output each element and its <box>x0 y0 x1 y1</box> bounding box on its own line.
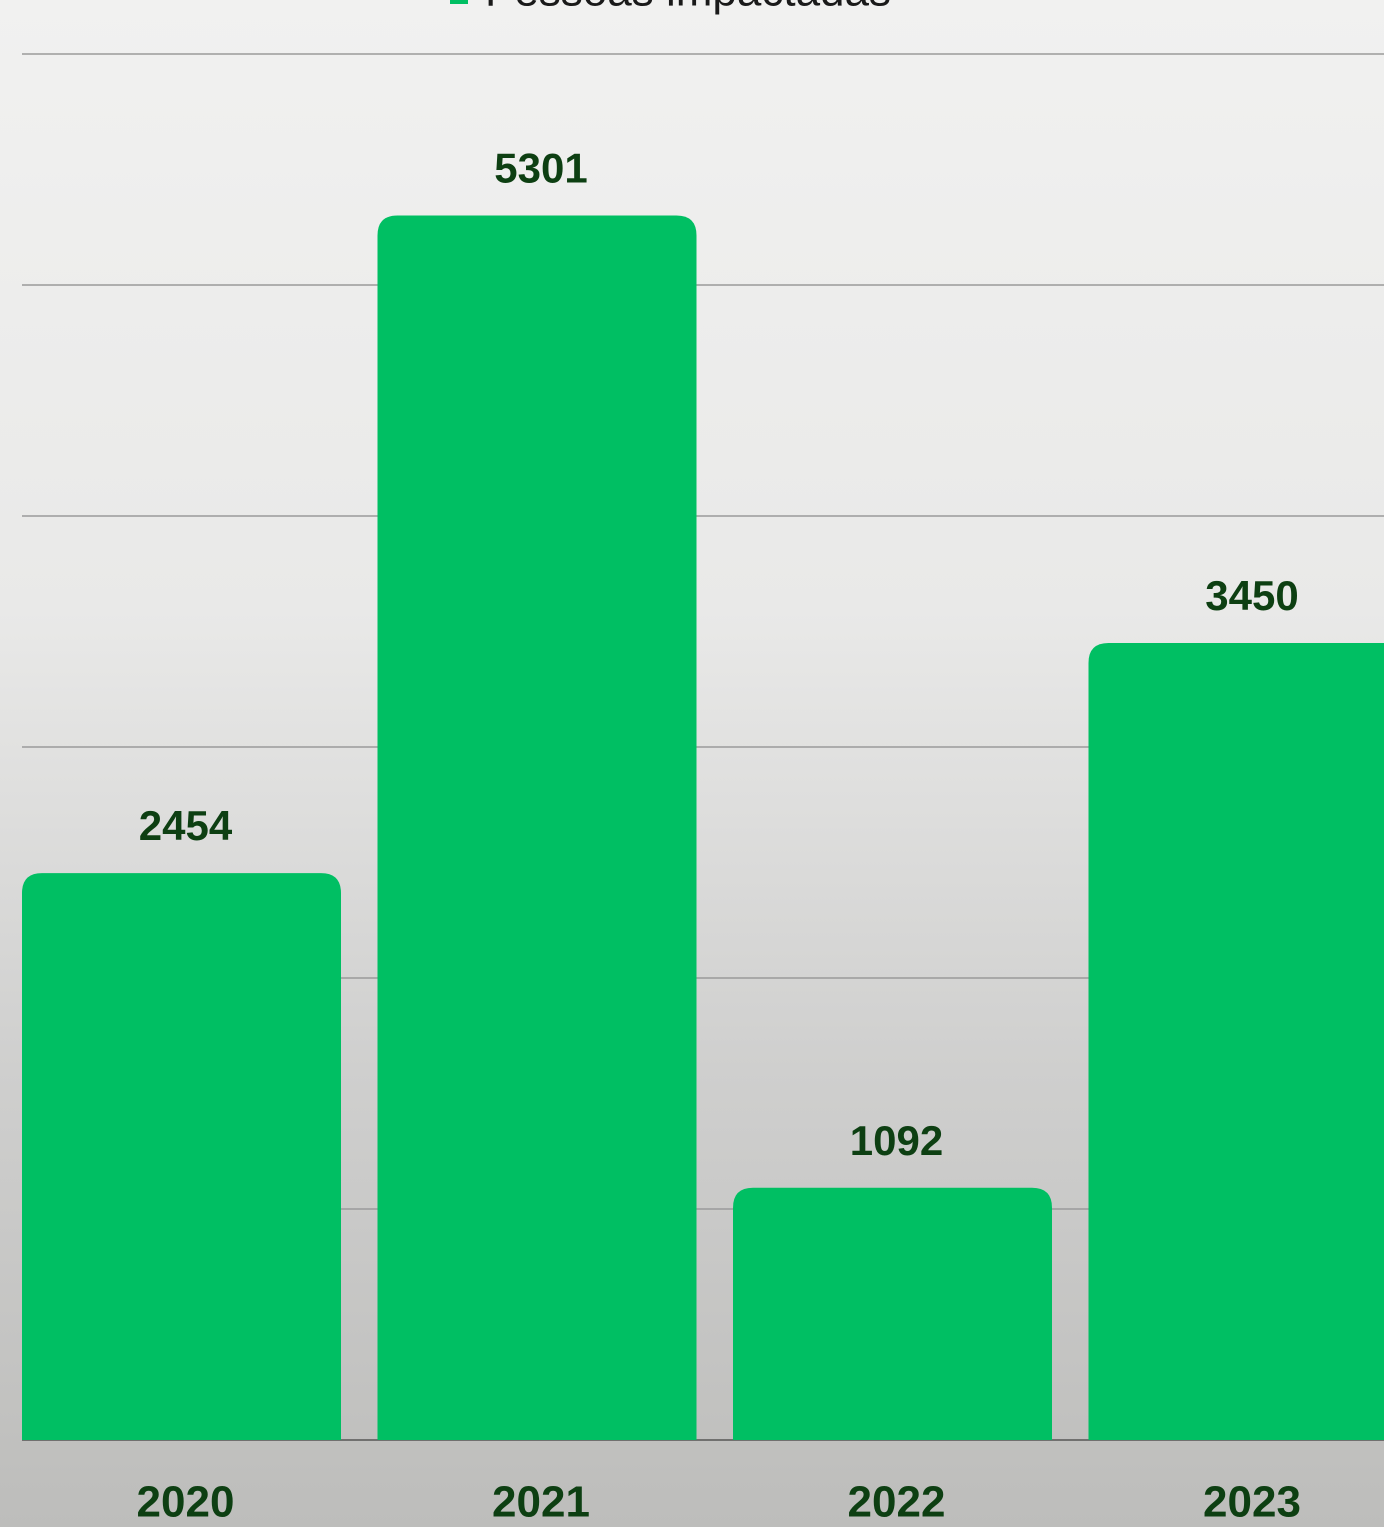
value-label: 3450 <box>1205 572 1298 619</box>
bar <box>733 1187 1052 1440</box>
bar <box>377 215 697 1440</box>
x-tick-label: 2020 <box>137 1478 235 1527</box>
x-tick-label: 2021 <box>492 1478 590 1527</box>
legend-label: Pessoas impactadas <box>485 0 891 16</box>
x-tick-label: 2022 <box>848 1478 946 1527</box>
value-label: 1092 <box>850 1117 943 1164</box>
x-tick-label: 2023 <box>1203 1478 1301 1527</box>
legend-swatch <box>450 0 468 4</box>
bar <box>1088 643 1384 1440</box>
value-label: 5301 <box>494 145 587 192</box>
bar <box>22 873 341 1440</box>
value-label: 2454 <box>139 802 233 849</box>
